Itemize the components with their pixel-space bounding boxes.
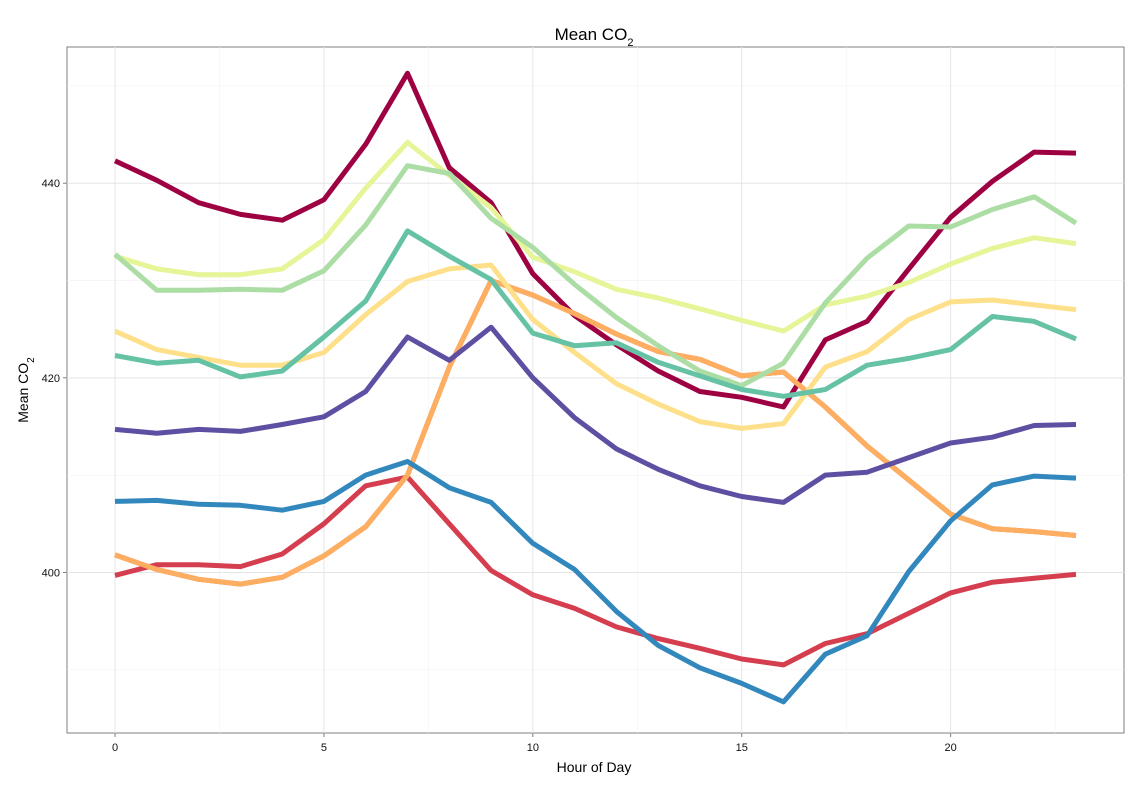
y-axis-ticks: 400 420 440: [42, 178, 67, 579]
plot-panel: [66, 46, 1125, 734]
series-group: [113, 70, 1078, 705]
y-tick-label: 420: [42, 373, 60, 385]
series-line-series-10: [114, 324, 1077, 505]
x-axis-title: Hour of Day: [557, 759, 632, 775]
series-line-series-9: [114, 459, 1077, 705]
x-tick-label: 10: [527, 742, 539, 754]
series-line-series-7: [113, 163, 1078, 389]
x-tick-label: 0: [112, 742, 118, 754]
x-tick-label: 5: [321, 742, 327, 754]
y-axis-title: Mean CO2: [15, 357, 37, 423]
x-tick-label: 20: [944, 742, 956, 754]
series-line-series-5: [113, 262, 1077, 431]
series-line-series-6: [114, 139, 1077, 334]
series-line-series-1: [113, 70, 1077, 410]
y-tick-label: 400: [42, 567, 60, 579]
x-axis-ticks: 0 5 10 15 20: [112, 733, 957, 754]
y-tick-label: 440: [42, 178, 60, 190]
series-line-series-2: [114, 474, 1077, 668]
x-tick-label: 15: [736, 742, 748, 754]
series-line-series-4: [114, 278, 1077, 587]
series-line-series-8: [114, 228, 1077, 399]
chart-title: Mean CO2: [555, 25, 634, 49]
